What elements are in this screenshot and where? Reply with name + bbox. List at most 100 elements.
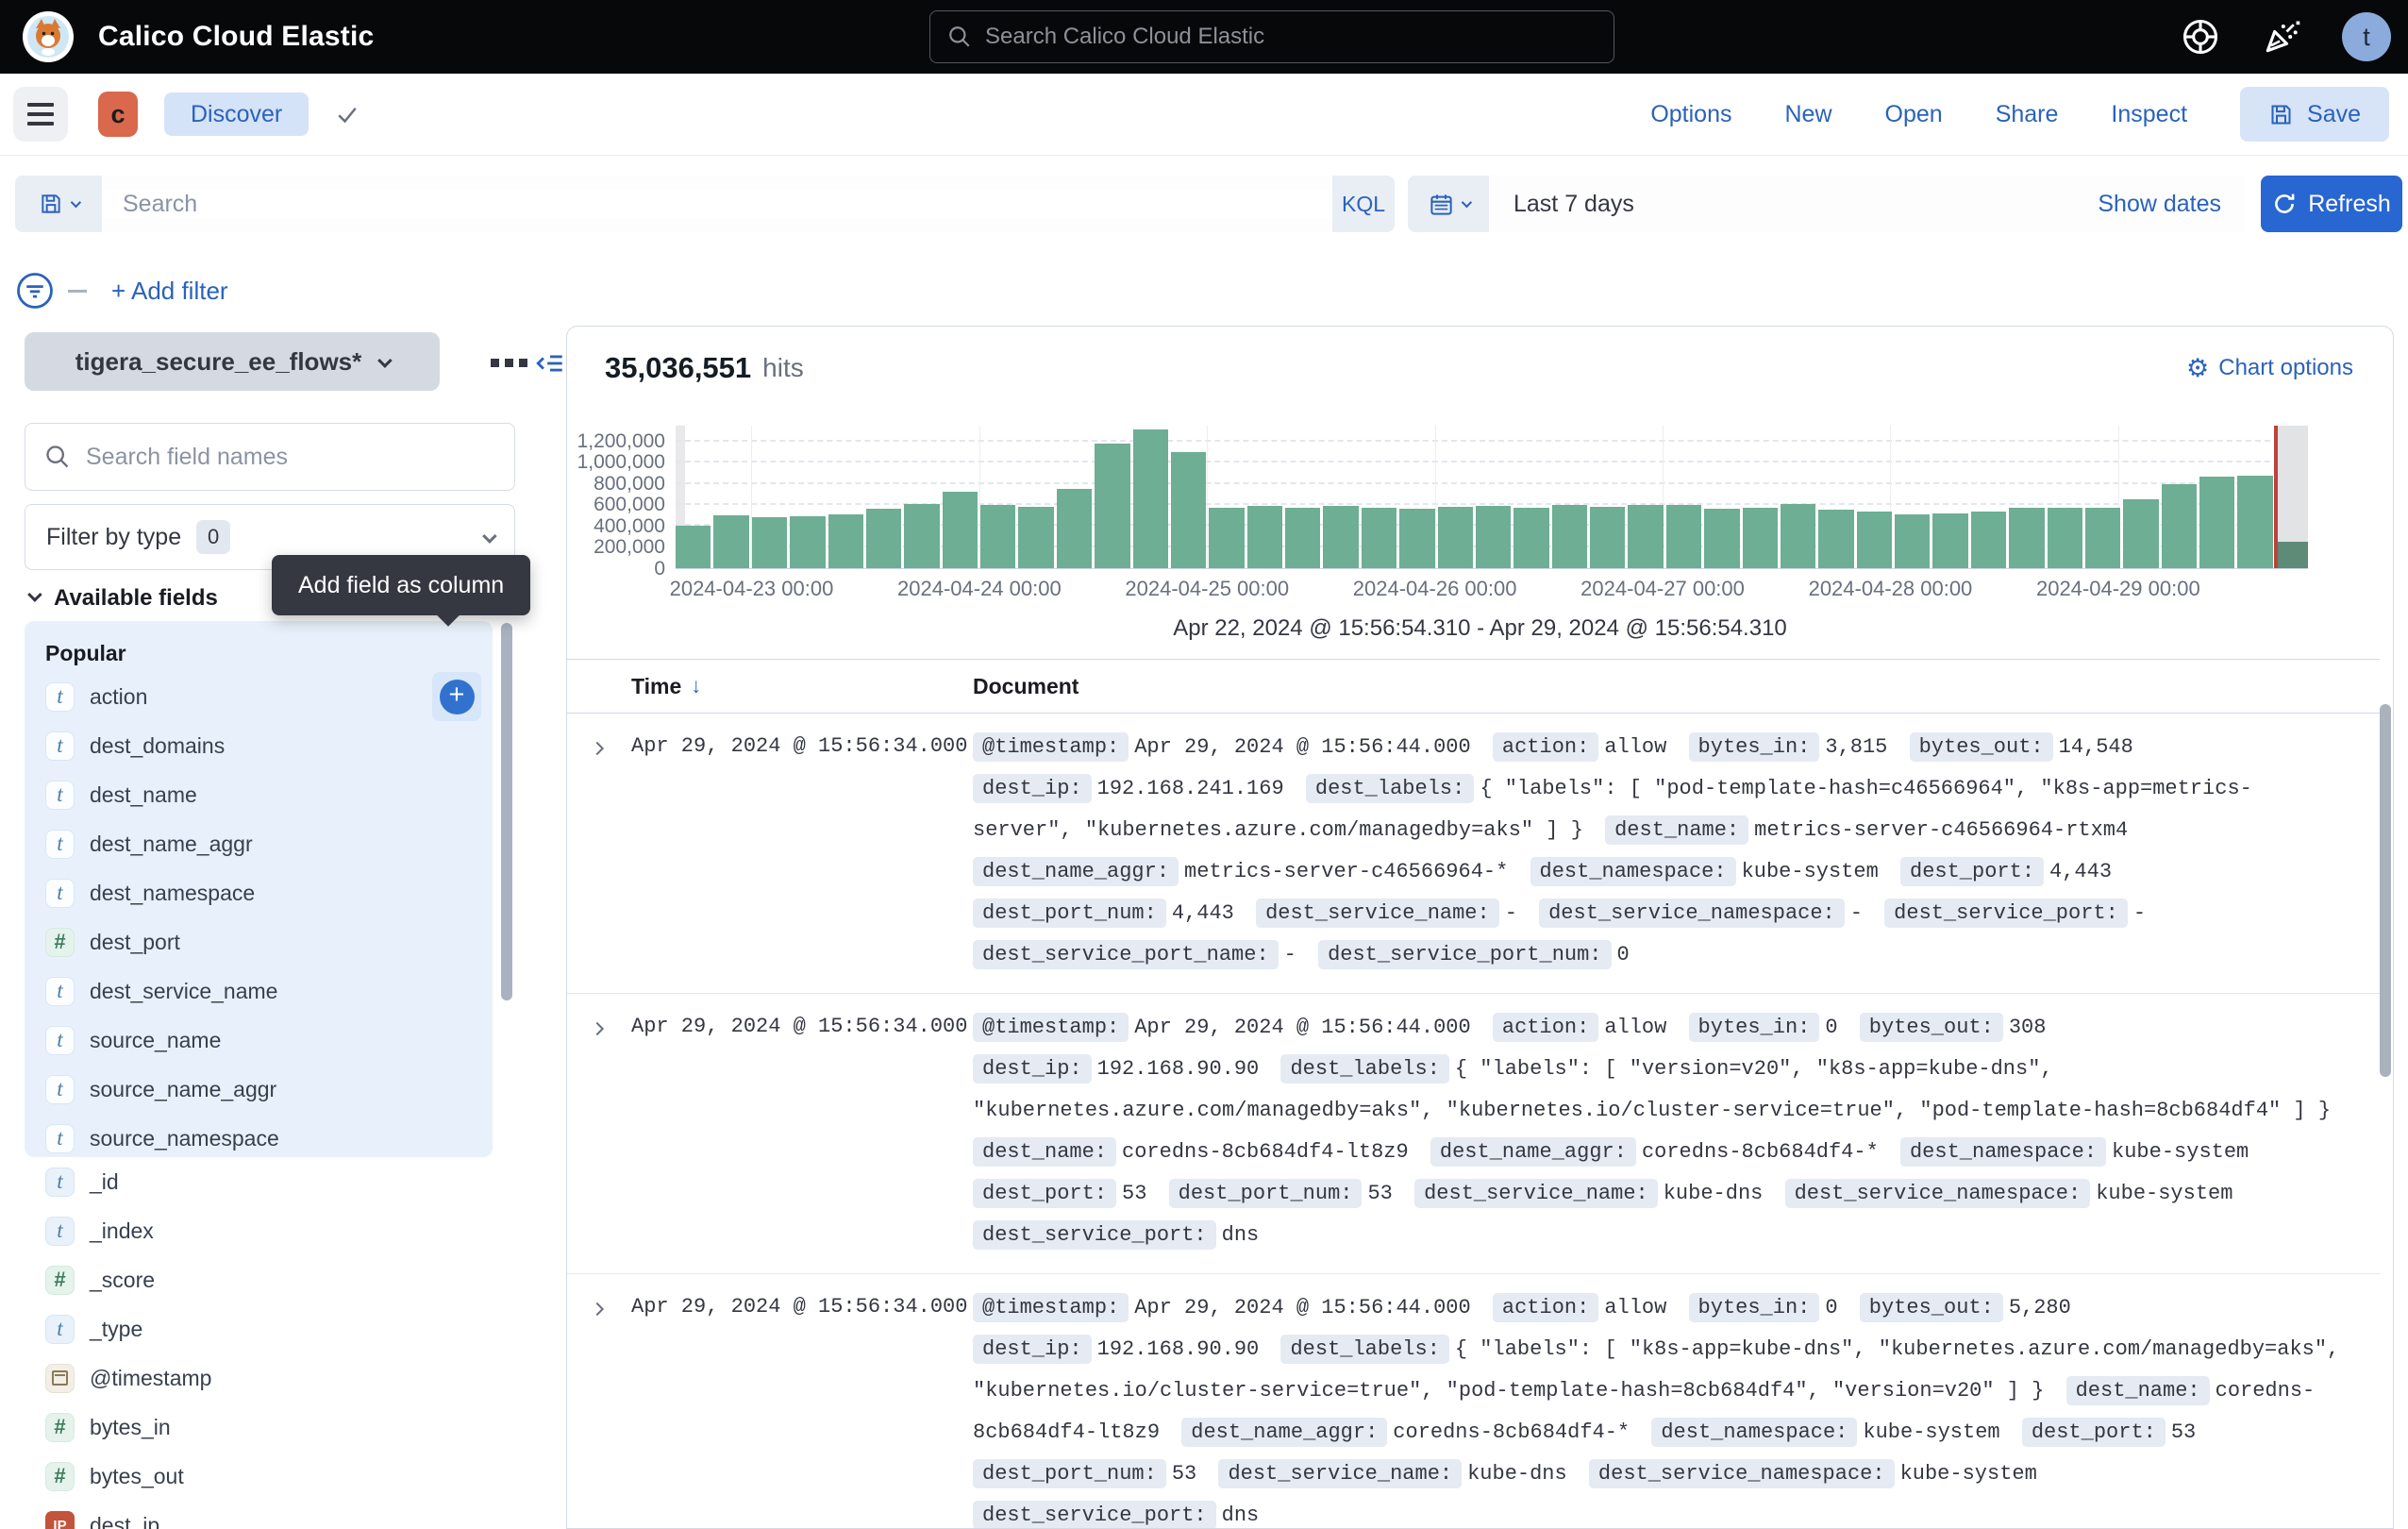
- help-lifebuoy-icon[interactable]: [2180, 16, 2221, 58]
- global-search-input[interactable]: [985, 24, 1597, 50]
- histogram-bar: [980, 505, 1015, 568]
- field-item-_type[interactable]: t_type: [25, 1304, 493, 1353]
- x-axis-tick: 2024-04-25 00:00: [1125, 577, 1289, 601]
- sidebar-scrollbar-thumb[interactable]: [501, 623, 512, 1000]
- available-fields-header[interactable]: Available fields: [28, 585, 218, 612]
- doc-field-value: 5,280: [2009, 1296, 2071, 1319]
- doc-field-value: coredns-8cb684df4-*: [1393, 1420, 1630, 1444]
- field-item-dest_service_name[interactable]: tdest_service_name: [25, 966, 493, 1016]
- field-search[interactable]: [25, 423, 515, 491]
- field-name: bytes_in: [90, 1415, 171, 1440]
- histogram-bar: [1666, 505, 1701, 568]
- doc-field-name: bytes_in:: [1689, 732, 1820, 762]
- chevron-down-icon: [71, 197, 81, 208]
- field-item-bytes_in[interactable]: # bytes_in: [25, 1403, 493, 1452]
- sort-descending-icon[interactable]: ↓: [691, 674, 701, 698]
- chevron-down-icon: [1461, 197, 1471, 208]
- field-type-text-icon: t: [45, 1217, 75, 1246]
- time-range-value[interactable]: Last 7 days: [1489, 191, 1634, 218]
- breadcrumb[interactable]: Discover: [164, 92, 309, 136]
- field-search-input[interactable]: [86, 444, 495, 471]
- menu-options[interactable]: Options: [1650, 101, 1731, 128]
- doc-field-name: dest_port:: [2022, 1418, 2166, 1447]
- show-dates-button[interactable]: Show dates: [2098, 191, 2246, 218]
- field-item-dest_port[interactable]: #dest_port: [25, 917, 493, 966]
- expand-row-icon[interactable]: [589, 738, 610, 759]
- doc-field-value: 53: [1172, 1462, 1196, 1486]
- collapse-sidebar-icon[interactable]: [534, 347, 566, 379]
- chevron-down-icon: [482, 529, 497, 544]
- table-scrollbar-thumb[interactable]: [2380, 704, 2391, 1077]
- field-name: _type: [90, 1317, 142, 1342]
- space-badge[interactable]: c: [98, 92, 138, 137]
- field-item-_score[interactable]: #_score: [25, 1255, 493, 1304]
- doc-field-value: kube-system: [2096, 1182, 2232, 1205]
- field-item-dest_namespace[interactable]: tdest_namespace: [25, 868, 493, 917]
- doc-field-name: dest_service_port:: [973, 1220, 1216, 1250]
- field-item-_id[interactable]: t_id: [25, 1157, 493, 1206]
- menu-inspect[interactable]: Inspect: [2111, 101, 2187, 128]
- histogram-plot[interactable]: [676, 426, 2308, 569]
- expand-row-icon[interactable]: [589, 1299, 610, 1319]
- field-item-dest_name[interactable]: tdest_name: [25, 770, 493, 819]
- field-item-action[interactable]: taction+: [25, 672, 493, 721]
- filter-divider: [68, 290, 87, 293]
- menu-share[interactable]: Share: [1996, 101, 2059, 128]
- x-axis-tick: 2024-04-26 00:00: [1353, 577, 1517, 601]
- field-type-number-icon: #: [45, 1413, 75, 1442]
- field-item-_index[interactable]: t_index: [25, 1206, 493, 1255]
- doc-field-name: bytes_in:: [1689, 1293, 1820, 1322]
- menu-open[interactable]: Open: [1885, 101, 1943, 128]
- field-item-@timestamp[interactable]: @timestamp: [25, 1353, 493, 1403]
- user-avatar[interactable]: t: [2342, 12, 2391, 61]
- field-type-text-icon: t: [45, 731, 75, 761]
- histogram-bar: [2009, 508, 2044, 568]
- add-field-as-column-button[interactable]: +: [432, 672, 481, 721]
- field-item-dest_domains[interactable]: tdest_domains: [25, 721, 493, 770]
- column-header-time[interactable]: Time ↓: [567, 674, 973, 699]
- save-button[interactable]: Save: [2240, 87, 2389, 142]
- news-party-popper-icon[interactable]: [2261, 16, 2302, 58]
- query-bar: KQL: [15, 176, 1395, 232]
- date-quick-menu-button[interactable]: [1408, 176, 1489, 232]
- check-icon: [333, 100, 361, 128]
- doc-field-value: 4,443: [1172, 901, 1234, 925]
- refresh-button[interactable]: Refresh: [2261, 176, 2402, 232]
- field-item-source_name[interactable]: tsource_name: [25, 1016, 493, 1065]
- field-item-bytes_out[interactable]: #bytes_out: [25, 1452, 493, 1501]
- global-search[interactable]: [929, 10, 1614, 63]
- histogram-bar: [1057, 489, 1092, 568]
- chart-options-button[interactable]: ⚙ Chart options: [2186, 355, 2353, 381]
- mascot-icon: [26, 15, 70, 59]
- doc-field-name: dest_namespace:: [1900, 1137, 2106, 1167]
- index-pattern-selector[interactable]: tigera_secure_ee_flows*: [25, 332, 440, 391]
- doc-field-name: dest_ip:: [973, 774, 1092, 803]
- doc-field-name: dest_labels:: [1280, 1054, 1448, 1084]
- menu-hamburger-button[interactable]: [13, 87, 68, 142]
- index-pattern-options-icon[interactable]: [491, 359, 527, 367]
- field-item-dest_ip[interactable]: IPdest_ip: [25, 1501, 493, 1529]
- kql-search-input[interactable]: [102, 191, 1332, 218]
- field-item-source_namespace[interactable]: tsource_namespace: [25, 1114, 493, 1163]
- kql-language-button[interactable]: KQL: [1332, 176, 1395, 232]
- saved-query-menu-button[interactable]: [15, 176, 102, 232]
- doc-field-value: kube-system: [2112, 1140, 2249, 1164]
- app-logo[interactable]: [23, 11, 74, 62]
- add-filter-button[interactable]: + Add filter: [111, 277, 228, 306]
- field-name: _id: [90, 1169, 119, 1195]
- doc-field-value: 192.168.90.90: [1097, 1337, 1260, 1361]
- field-name: source_namespace: [90, 1126, 279, 1151]
- filter-icon[interactable]: [15, 271, 55, 311]
- expand-row-icon[interactable]: [589, 1018, 610, 1039]
- field-item-dest_name_aggr[interactable]: tdest_name_aggr: [25, 819, 493, 868]
- field-item-source_name_aggr[interactable]: tsource_name_aggr: [25, 1065, 493, 1114]
- doc-field-name: dest_service_port:: [1884, 899, 2128, 928]
- doc-field-value: 4,443: [2049, 860, 2112, 883]
- row-timestamp: Apr 29, 2024 @ 15:56:34.000: [631, 727, 973, 976]
- field-type-ip-icon: IP: [45, 1511, 75, 1529]
- histogram-y-axis: 0200,000400,000600,000800,0001,000,0001,…: [567, 426, 665, 569]
- menu-new[interactable]: New: [1785, 101, 1832, 128]
- doc-field-value: Apr 29, 2024 @ 15:56:44.000: [1134, 1016, 1470, 1039]
- doc-field-value: 53: [1367, 1182, 1392, 1205]
- field-name: dest_port: [90, 930, 180, 955]
